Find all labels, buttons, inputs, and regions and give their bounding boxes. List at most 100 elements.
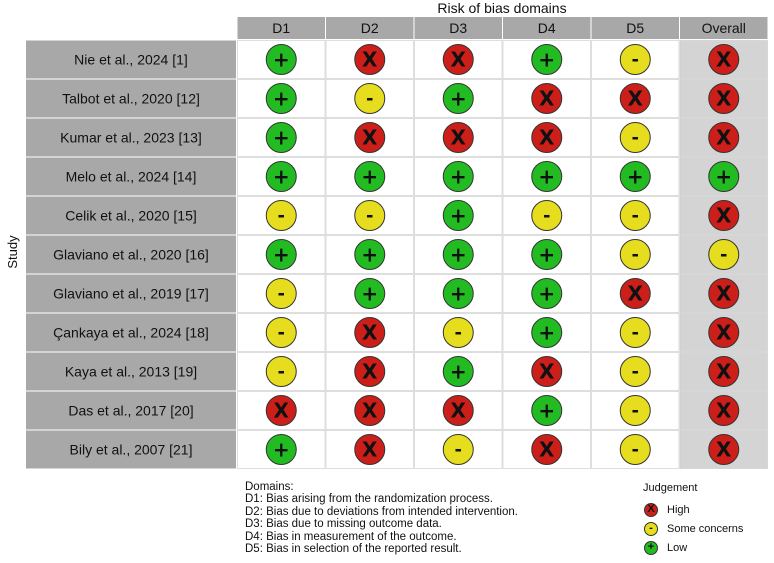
judgement-low-d3-row-4: [442, 161, 474, 192]
judgement-high-overall-row-8: [708, 317, 740, 348]
judgement-symbol: +: [450, 360, 467, 384]
judgement-symbol: X: [716, 87, 732, 111]
study-cell: [26, 274, 236, 313]
judgement-high-d3-row-10: [442, 395, 474, 426]
column-header-d2: D2: [361, 20, 379, 36]
judgement-some-d1-row-5: [265, 200, 297, 231]
column-header-d3: D3: [449, 20, 467, 36]
judgement-symbol: +: [361, 282, 378, 306]
study-cell: [26, 157, 236, 196]
header-cell-d1: [237, 17, 325, 39]
judgement-symbol: -: [366, 206, 373, 227]
low-risk-icon: +: [644, 540, 658, 555]
judgement-symbol: +: [273, 438, 290, 462]
judgement-legend-low-label: Low: [667, 541, 688, 554]
judgement-low-d4-row-1: [531, 44, 563, 75]
judgement-high-d2-row-1: [354, 44, 386, 75]
judgement-high-overall-row-9: [708, 356, 740, 387]
judgement-symbol: -: [632, 362, 639, 383]
judgement-legend: Judgement X High - Some concerns + Low: [641, 482, 743, 557]
judgement-low-d3-row-2: [442, 83, 474, 114]
judgement-symbol: +: [273, 48, 290, 72]
judgement-high-d1-row-10: [265, 395, 297, 426]
judgement-low-d2-row-6: [354, 239, 386, 270]
judgement-symbol: +: [538, 399, 555, 423]
judgement-symbol: +: [538, 165, 555, 189]
study-cell: [26, 235, 236, 274]
judgement-high-d5-row-2: [619, 83, 651, 114]
judgement-low-d5-row-4: [619, 161, 651, 192]
judgement-some-d1-row-8: [265, 317, 297, 348]
judgement-symbol: -: [278, 362, 285, 383]
judgement-some-d5-row-10: [619, 395, 651, 426]
judgement-low-d1-row-4: [265, 161, 297, 192]
judgement-high-overall-row-2: [708, 83, 740, 114]
study-cell: [26, 430, 236, 469]
judgement-symbol: +: [450, 87, 467, 111]
study-label-9: Kaya et al., 2013 [19]: [65, 364, 197, 380]
judgement-high-d2-row-9: [354, 356, 386, 387]
judgement-some-d5-row-6: [619, 239, 651, 270]
study-label-8: Çankaya et al., 2024 [18]: [53, 325, 209, 341]
judgement-some-d5-row-3: [619, 122, 651, 153]
study-label-6: Glaviano et al., 2020 [16]: [53, 247, 209, 263]
study-label-2: Talbot et al., 2020 [12]: [62, 91, 200, 107]
judgement-symbol: +: [273, 243, 290, 267]
judgement-symbol: -: [632, 245, 639, 266]
study-label-3: Kumar et al., 2023 [13]: [60, 130, 202, 146]
judgement-symbol: +: [273, 126, 290, 150]
judgement-symbol: +: [361, 165, 378, 189]
judgement-symbol: X: [362, 360, 378, 384]
judgement-some-d3-row-11: [442, 434, 474, 465]
judgement-symbol: X: [274, 399, 290, 423]
judgement-some-d5-row-1: [619, 44, 651, 75]
judgement-high-overall-row-11: [708, 434, 740, 465]
judgement-some-d5-row-9: [619, 356, 651, 387]
judgement-symbol: X: [716, 321, 732, 345]
judgement-symbol: X: [716, 360, 732, 384]
judgement-symbol: -: [632, 50, 639, 71]
chart-title: Risk of bias domains: [437, 0, 566, 16]
judgement-symbol: -: [632, 323, 639, 344]
judgement-some-d4-row-5: [531, 200, 563, 231]
judgement-legend-some-label: Some concerns: [667, 522, 744, 535]
judgement-symbol: -: [632, 440, 639, 461]
header-cell-d5: [591, 17, 679, 39]
judgement-symbol: +: [361, 243, 378, 267]
judgement-symbol: -: [632, 401, 639, 422]
judgement-low-d4-row-4: [531, 161, 563, 192]
some-concerns-icon: -: [644, 521, 658, 536]
domains-legend-title: Domains:: [245, 481, 294, 493]
judgement-symbol: X: [539, 438, 555, 462]
judgement-high-d4-row-9: [531, 356, 563, 387]
judgement-symbol: X: [628, 282, 644, 306]
judgement-low-overall-row-4: [708, 161, 740, 192]
judgement-symbol: -: [278, 206, 285, 227]
risk-of-bias-chart: Risk of bias domains Study D1 D2 D3 D4 D5 Ove…: [5, 0, 768, 469]
judgement-some-d3-row-8: [442, 317, 474, 348]
judgement-symbol: -: [543, 206, 550, 227]
judgement-symbol: X: [451, 126, 467, 150]
judgement-symbol: +: [273, 87, 290, 111]
judgement-low-d4-row-10: [531, 395, 563, 426]
judgement-symbol: -: [455, 323, 462, 344]
domains-legend: Domains: D1: Bias arising from the rando…: [245, 481, 518, 555]
judgement-symbol: +: [450, 165, 467, 189]
judgement-symbol: X: [362, 399, 378, 423]
judgement-symbol: X: [362, 321, 378, 345]
judgement-low-d1-row-1: [265, 44, 297, 75]
judgement-symbol: +: [450, 243, 467, 267]
judgement-low-d1-row-3: [265, 122, 297, 153]
judgement-symbol: X: [539, 126, 555, 150]
study-label-4: Melo et al., 2024 [14]: [66, 169, 197, 185]
column-header-d4: D4: [538, 20, 556, 36]
judgement-high-overall-row-5: [708, 200, 740, 231]
judgement-some-overall-row-6: [708, 239, 740, 270]
judgement-low-d3-row-6: [442, 239, 474, 270]
judgement-low-d3-row-9: [442, 356, 474, 387]
judgement-symbol: X: [362, 438, 378, 462]
domain-item-d4: D4: Bias in measurement of the outcome.: [245, 530, 457, 543]
judgement-symbol: +: [538, 321, 555, 345]
judgement-symbol: X: [539, 360, 555, 384]
judgement-symbol: -: [455, 440, 462, 461]
